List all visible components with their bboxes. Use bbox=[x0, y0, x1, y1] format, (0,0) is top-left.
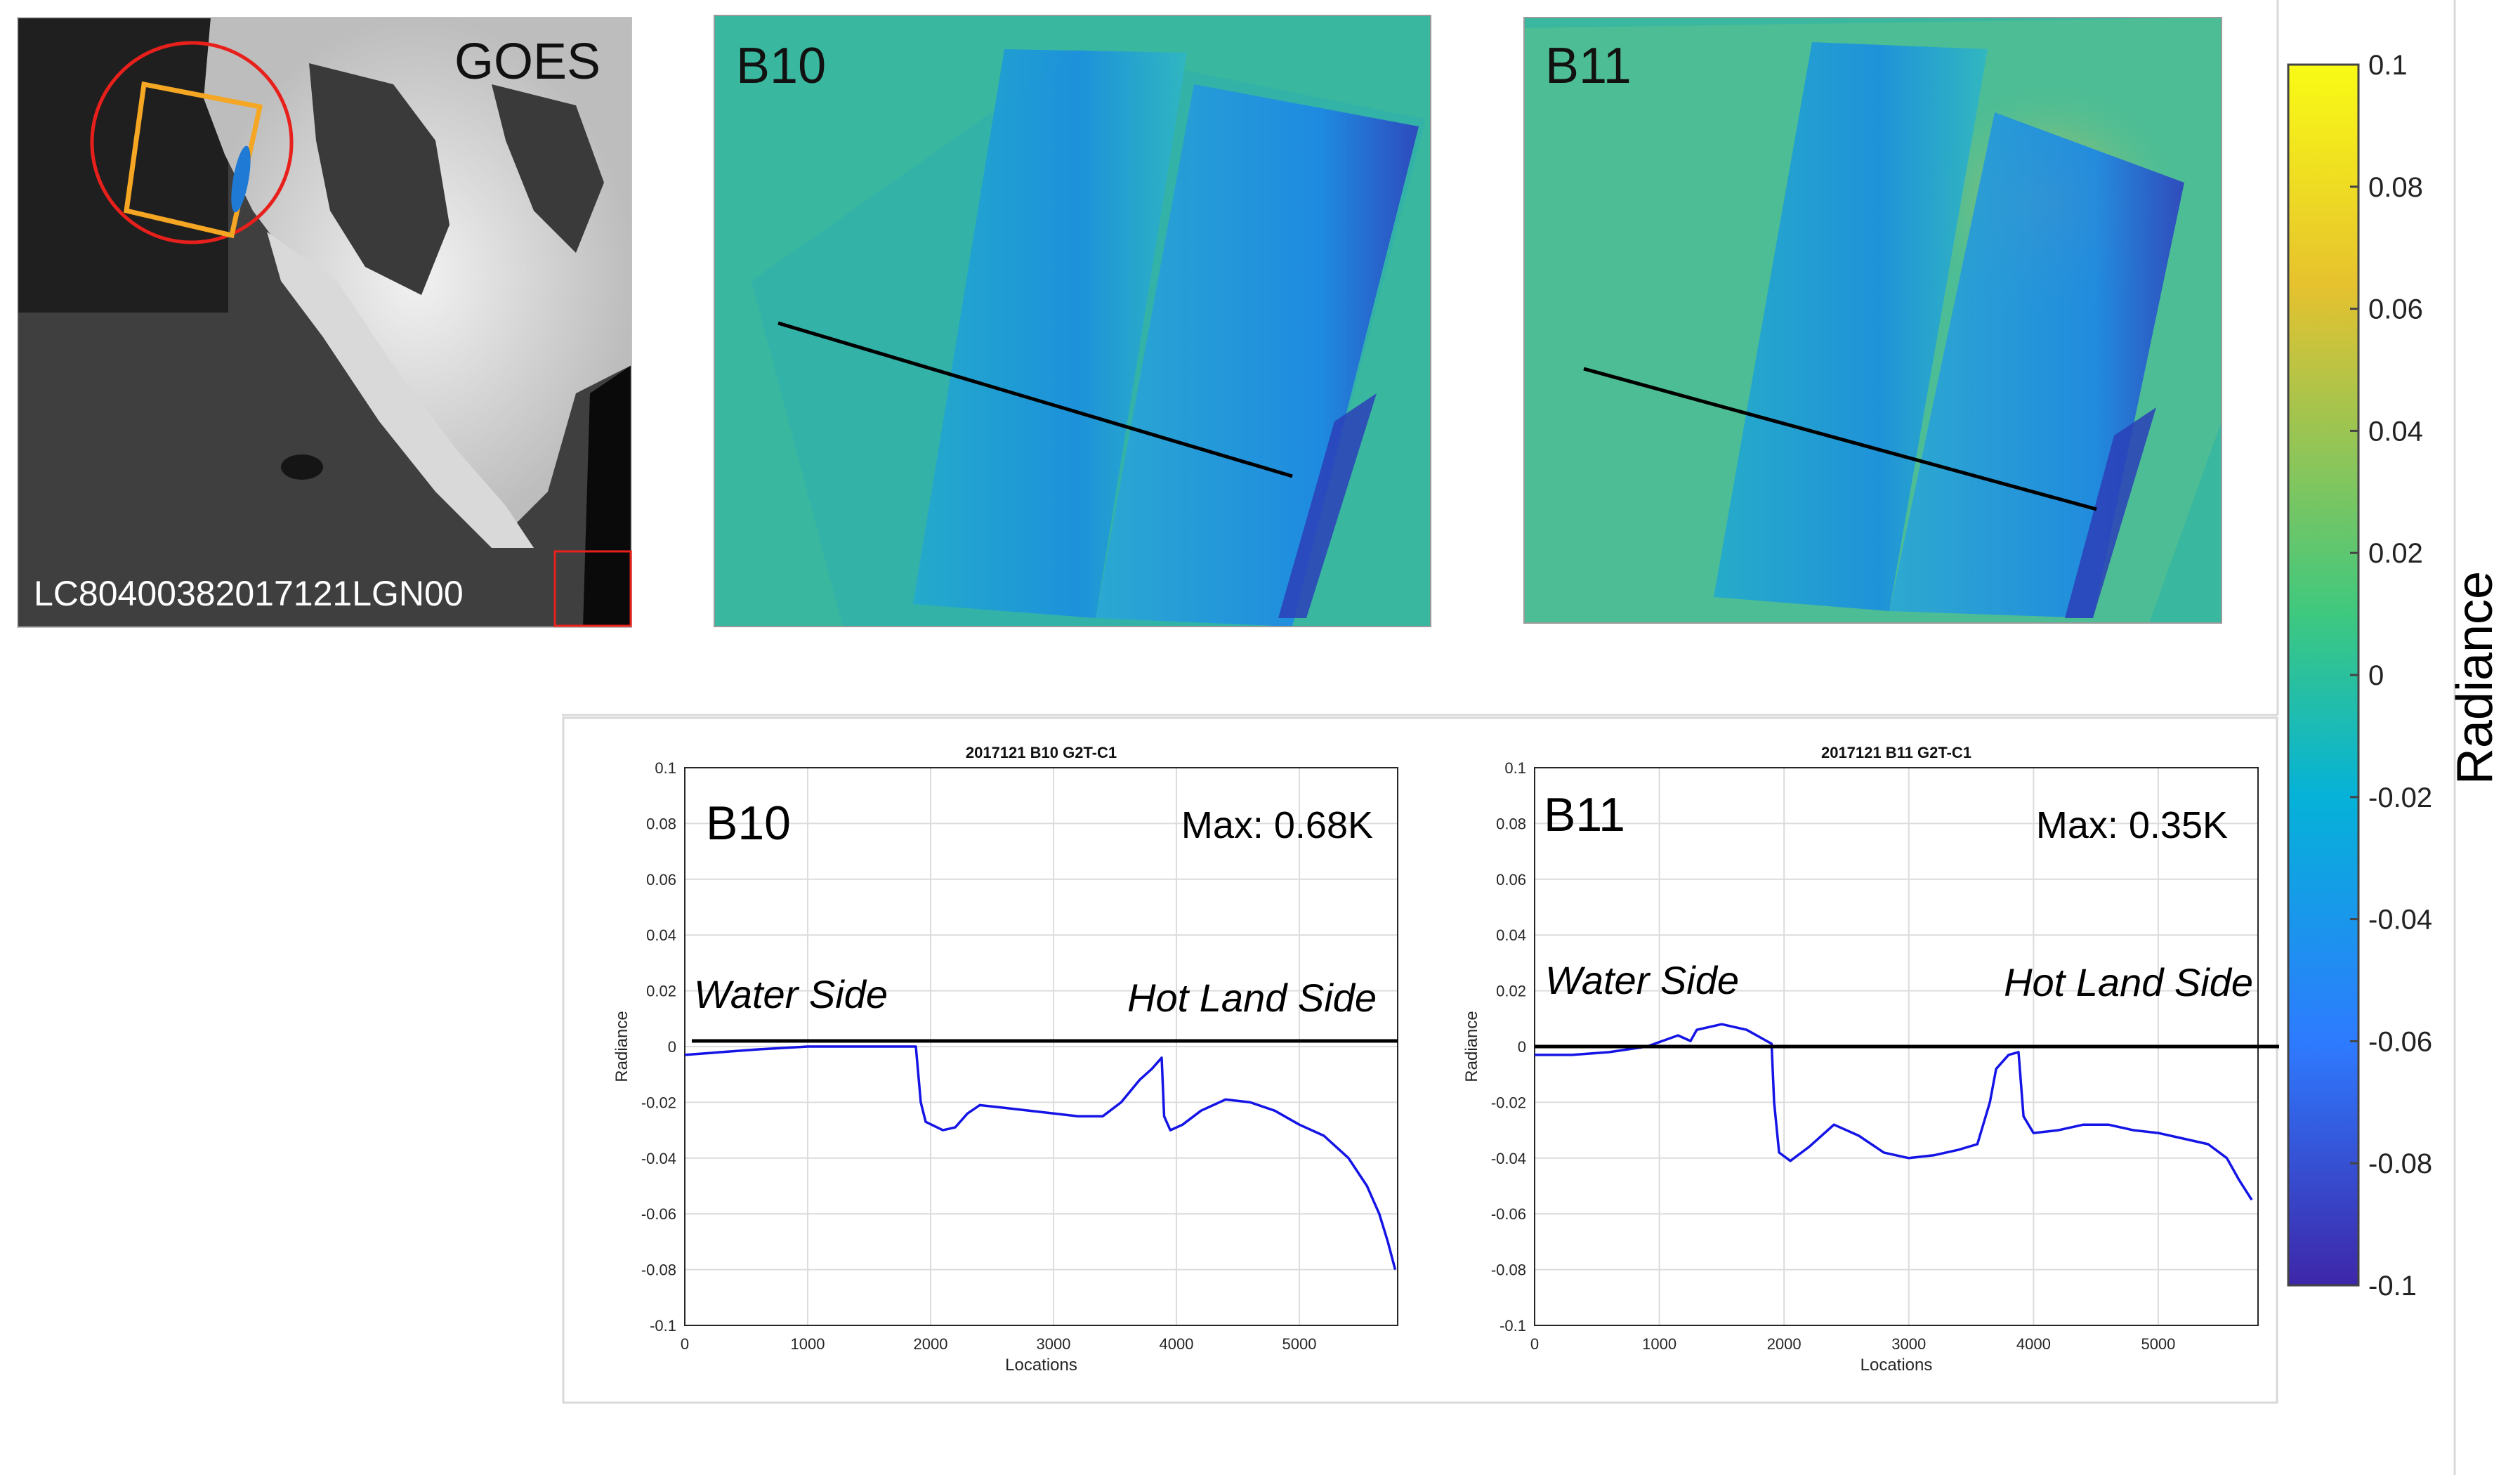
x-axis-label: Locations bbox=[1005, 1356, 1077, 1375]
cold-edge bbox=[1278, 393, 1377, 618]
map-frame bbox=[714, 15, 1431, 627]
b11-map-label: B11 bbox=[1545, 38, 1632, 94]
y-tick-label: -0.02 bbox=[1491, 1094, 1526, 1111]
y-tick-label: 0.08 bbox=[646, 815, 676, 832]
y-tick-label: -0.02 bbox=[641, 1094, 676, 1111]
target-area-marker bbox=[231, 145, 251, 213]
y-tick-label: -0.08 bbox=[1491, 1261, 1526, 1279]
y-tick-label: -0.1 bbox=[1499, 1317, 1526, 1335]
goes-dark-water bbox=[18, 18, 228, 313]
b10-transect-line bbox=[777, 321, 1293, 478]
y-axis-label: Radiance bbox=[1462, 1011, 1481, 1082]
y-tick-label: 0 bbox=[1518, 1038, 1526, 1056]
scene-id-label: LC80400382017121LGN00 bbox=[34, 574, 464, 613]
profile-line bbox=[1535, 1023, 2253, 1201]
y-tick-label: 0.08 bbox=[1496, 815, 1526, 832]
profile-line bbox=[684, 1045, 1397, 1271]
colorbar-tick-label: 0.08 bbox=[2368, 172, 2423, 203]
b11-profile-chart: 0 1000 2000 3000 4000 5000 0.1 0.08 0.06 0.04 0.02… bbox=[1462, 744, 2279, 1375]
colorbar: 0.1 0.08 0.06 0.04 0.02 0 -0.02 -0.04 -0.06 -0.08… bbox=[2287, 50, 2503, 1302]
b10-map-panel: B10 bbox=[714, 15, 1431, 627]
water-side-label: Water Side bbox=[694, 972, 888, 1016]
y-tick-label: -0.04 bbox=[641, 1150, 676, 1167]
water-side-label: Water Side bbox=[1545, 958, 1739, 1002]
colorbar-tick-label: 0.1 bbox=[2368, 50, 2408, 81]
colorbar-tick-label: -0.02 bbox=[2368, 782, 2432, 813]
hot-land-side-label: Hot Land Side bbox=[2004, 960, 2253, 1004]
b10-map-label: B10 bbox=[736, 38, 826, 94]
colorbar-tick-label: 0.02 bbox=[2368, 538, 2423, 569]
b10-profile-chart: 0 1000 2000 3000 4000 5000 0.1 0.08 0.06 0.04 0.02… bbox=[612, 744, 1398, 1375]
goes-red-circle bbox=[90, 41, 294, 244]
y-tick-label: 0.02 bbox=[1496, 983, 1526, 1000]
y-axis-label: Radiance bbox=[612, 1011, 631, 1082]
colorbar-tick-label: -0.08 bbox=[2368, 1148, 2432, 1179]
goes-title: GOES bbox=[454, 34, 601, 90]
detector-stripe bbox=[913, 49, 1187, 618]
y-tick-label: 0.06 bbox=[646, 871, 676, 889]
chart-band-label: B11 bbox=[1544, 788, 1625, 841]
goes-peninsula bbox=[267, 232, 534, 548]
x-tick-label: 2000 bbox=[1767, 1335, 1802, 1353]
x-tick-label: 4000 bbox=[1160, 1335, 1194, 1353]
y-tick-label: -0.08 bbox=[641, 1261, 676, 1279]
hot-land-side-label: Hot Land Side bbox=[1127, 976, 1377, 1020]
goes-red-square bbox=[553, 550, 632, 627]
x-tick-label: 1000 bbox=[1642, 1335, 1676, 1353]
max-difference-label: Max: 0.35K bbox=[2036, 804, 2228, 846]
y-tick-label: 0 bbox=[668, 1038, 676, 1056]
max-difference-label: Max: 0.68K bbox=[1181, 804, 1373, 846]
x-tick-label: 3000 bbox=[1037, 1335, 1071, 1353]
goes-gulf-water bbox=[492, 84, 604, 253]
y-tick-label: 0.04 bbox=[646, 926, 676, 944]
chart-title: 2017121 B10 G2T-C1 bbox=[966, 744, 1117, 761]
map-frame bbox=[1523, 17, 2222, 624]
y-tick-label: -0.06 bbox=[1491, 1205, 1526, 1223]
y-tick-label: -0.06 bbox=[641, 1205, 676, 1223]
goes-edge-dark bbox=[583, 365, 631, 627]
goes-gulf-water bbox=[309, 63, 449, 295]
colorbar-tick-label: 0.04 bbox=[2368, 416, 2423, 447]
b11-transect-line bbox=[1583, 367, 2097, 511]
goes-frame bbox=[17, 17, 632, 628]
x-tick-label: 4000 bbox=[2016, 1335, 2051, 1353]
cold-edge bbox=[2065, 407, 2156, 618]
chart-title: 2017121 B11 G2T-C1 bbox=[1821, 744, 1971, 761]
colorbar-ticks: 0.1 0.08 0.06 0.04 0.02 0 -0.02 -0.04 -0.06 -0.08… bbox=[2350, 50, 2432, 1302]
profiles-frame bbox=[562, 716, 2278, 1404]
x-axis-label: Locations bbox=[1861, 1356, 1933, 1375]
x-tick-label: 5000 bbox=[1282, 1335, 1317, 1353]
x-tick-label: 3000 bbox=[1891, 1335, 1926, 1353]
plot-frame bbox=[684, 767, 1398, 1326]
landsat-footprint-box bbox=[124, 81, 263, 239]
colorbar-gradient bbox=[2287, 63, 2360, 1287]
y-tick-label: -0.04 bbox=[1491, 1150, 1526, 1167]
goes-island-shadow bbox=[281, 454, 323, 480]
colorbar-tick-label: 0.06 bbox=[2368, 294, 2423, 325]
x-tick-label: 0 bbox=[681, 1335, 689, 1353]
colorbar-tick-label: -0.06 bbox=[2368, 1026, 2432, 1057]
x-tick-label: 0 bbox=[1530, 1335, 1539, 1353]
colorbar-tick-label: -0.1 bbox=[2368, 1271, 2417, 1302]
x-tick-label: 1000 bbox=[791, 1335, 825, 1353]
colorbar-tick-label: -0.04 bbox=[2368, 905, 2432, 936]
y-tick-label: 0.1 bbox=[1504, 759, 1526, 777]
y-tick-label: 0.06 bbox=[1496, 871, 1526, 889]
y-tick-label: -0.1 bbox=[650, 1317, 676, 1335]
y-tick-label: 0.1 bbox=[655, 759, 676, 777]
x-tick-label: 2000 bbox=[914, 1335, 948, 1353]
colorbar-tick-label: 0 bbox=[2368, 660, 2384, 691]
detector-stripe bbox=[1096, 84, 1419, 627]
y-tick-label: 0.02 bbox=[646, 983, 676, 1000]
chart-band-label: B10 bbox=[706, 796, 791, 850]
detector-stripe bbox=[1714, 42, 1988, 611]
b11-map-panel: B11 bbox=[1523, 17, 2222, 624]
y-tick-label: 0.04 bbox=[1496, 926, 1526, 944]
colorbar-label: Radiance bbox=[2447, 571, 2503, 785]
goes-image-panel: GOES LC80400382017121LGN00 bbox=[17, 17, 632, 628]
x-tick-label: 5000 bbox=[2141, 1335, 2175, 1353]
